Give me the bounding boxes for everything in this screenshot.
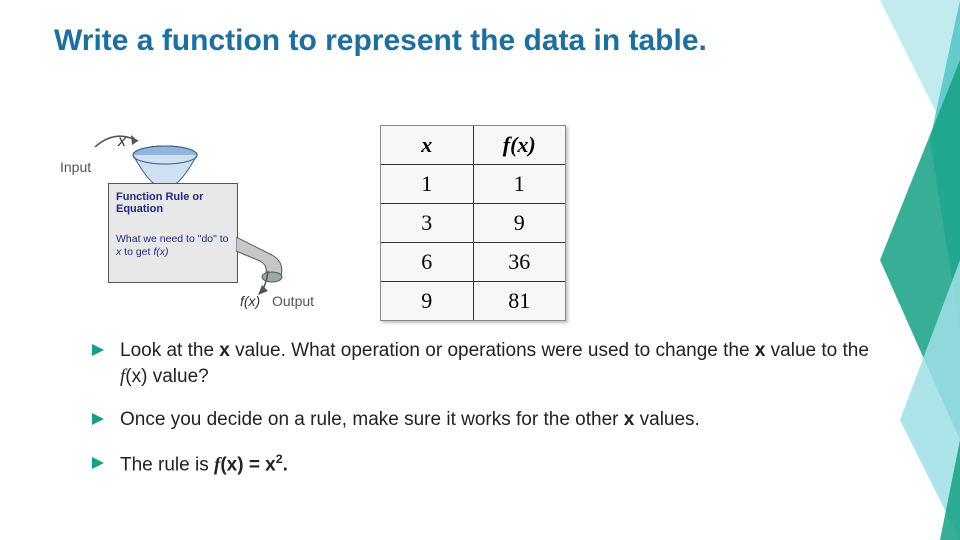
data-table: x f(x) 1139636981 <box>380 125 566 321</box>
table-row: 11 <box>381 165 565 204</box>
table-header-x: x <box>381 126 473 165</box>
machine-body-subtitle: What we need to "do" to x to get f(x) <box>116 233 234 259</box>
bullet-arrow-icon <box>90 411 106 427</box>
function-machine-diagram: Input x Function Rule or Equation What w… <box>60 125 320 315</box>
bullet-list: Look at the x value. What operation or o… <box>90 338 870 496</box>
slide: Write a function to represent the data i… <box>0 0 960 540</box>
function-table: x f(x) 1139636981 <box>381 126 565 320</box>
table-header-row: x f(x) <box>381 126 565 165</box>
bullet-item: Once you decide on a rule, make sure it … <box>90 407 870 433</box>
table-cell-fx: 9 <box>473 204 565 243</box>
bullet-text: Once you decide on a rule, make sure it … <box>120 407 700 433</box>
table-cell-x: 6 <box>381 243 473 282</box>
bullet-arrow-icon <box>90 342 106 358</box>
bullet-text: Look at the x value. What operation or o… <box>120 338 870 389</box>
table-row: 981 <box>381 282 565 321</box>
machine-body-title: Function Rule or Equation <box>116 191 234 215</box>
fx-label: f(x) <box>240 293 260 309</box>
bullet-text: The rule is f(x) = x2. <box>120 451 288 478</box>
table-cell-x: 1 <box>381 165 473 204</box>
table-row: 39 <box>381 204 565 243</box>
content-row: Input x Function Rule or Equation What w… <box>60 125 880 321</box>
table-header-fx: f(x) <box>473 126 565 165</box>
bullet-item: The rule is f(x) = x2. <box>90 451 870 478</box>
table-cell-x: 3 <box>381 204 473 243</box>
bullet-arrow-icon <box>90 455 106 471</box>
table-row: 636 <box>381 243 565 282</box>
table-cell-fx: 1 <box>473 165 565 204</box>
slide-title: Write a function to represent the data i… <box>54 24 860 59</box>
table-cell-x: 9 <box>381 282 473 321</box>
input-label: Input <box>60 159 91 175</box>
table-cell-fx: 81 <box>473 282 565 321</box>
output-label: Output <box>272 293 314 309</box>
bullet-item: Look at the x value. What operation or o… <box>90 338 870 389</box>
table-cell-fx: 36 <box>473 243 565 282</box>
